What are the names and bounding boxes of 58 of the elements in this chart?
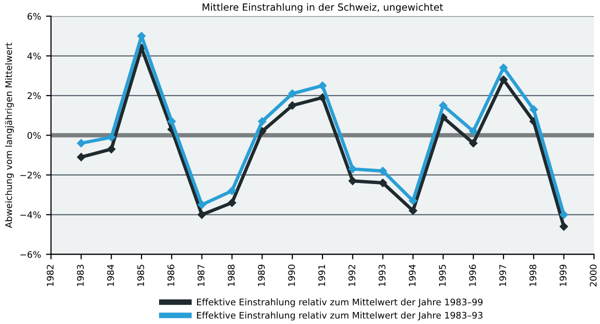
x-tick-label: 1995 xyxy=(438,264,446,286)
point xyxy=(77,139,86,148)
point xyxy=(499,76,508,84)
point xyxy=(530,105,538,114)
point xyxy=(439,101,448,110)
y-tick-label: −4% xyxy=(20,211,41,218)
x-tick-label: 1983 xyxy=(76,264,84,286)
y-tick-label: 0% xyxy=(28,132,41,139)
point xyxy=(408,206,418,215)
point xyxy=(228,198,236,207)
x-tick-label: 1982 xyxy=(46,264,54,286)
x-tick-label: 2000 xyxy=(590,264,597,286)
chart-title: Mittlere Einstrahlung in der Schweiz, ungewichtet xyxy=(202,3,444,13)
legend-label: Effektive Einstrahlung relativ zum Mittelwert der Jahre 1983–99 xyxy=(197,298,483,308)
point xyxy=(228,186,236,195)
point xyxy=(198,200,206,209)
point xyxy=(258,127,266,136)
x-tick-label: 1997 xyxy=(499,264,506,286)
x-tick-label: 1984 xyxy=(107,264,114,286)
point xyxy=(378,178,387,188)
point xyxy=(348,176,357,186)
y-tick-label: 4% xyxy=(27,52,41,60)
x-tick-label: 1988 xyxy=(228,264,235,286)
x-tick-label: 1993 xyxy=(378,264,386,286)
x-tick-label: 1990 xyxy=(288,264,295,286)
x-tick-label: 1987 xyxy=(198,264,204,286)
y-tick-label: 2% xyxy=(28,92,41,100)
point xyxy=(560,222,568,231)
point xyxy=(198,210,206,219)
point xyxy=(469,127,478,136)
x-tick-label: 1991 xyxy=(318,264,326,286)
point xyxy=(560,210,568,219)
x-tick-label: 1992 xyxy=(348,264,356,286)
x-tick-label: 1986 xyxy=(167,264,174,286)
point xyxy=(77,152,86,162)
point xyxy=(499,64,508,72)
point xyxy=(408,196,418,205)
point xyxy=(288,89,296,98)
x-tick-label: 1994 xyxy=(408,264,416,286)
y-tick-label: −2% xyxy=(20,172,41,179)
point xyxy=(348,164,357,174)
point xyxy=(288,101,296,110)
y-axis-title: Abweichung vom langjährigen Mittelwert xyxy=(5,42,14,228)
y-tick-label: −6% xyxy=(20,251,41,258)
x-tick-label: 1985 xyxy=(137,264,144,286)
x-tick-label: 1999 xyxy=(560,264,566,286)
x-tick-label: 1996 xyxy=(469,264,476,286)
point xyxy=(168,117,176,126)
x-tick-label: 1998 xyxy=(529,264,536,286)
point xyxy=(258,117,266,126)
point xyxy=(107,133,116,142)
legend-label: Effektive Einstrahlung relativ zum Mittelwert der Jahre 1983–93 xyxy=(197,312,482,320)
point xyxy=(318,82,327,90)
y-tick-label: 6% xyxy=(28,12,41,20)
point xyxy=(469,139,478,148)
x-tick-label: 1989 xyxy=(258,264,265,286)
point xyxy=(378,166,387,176)
point xyxy=(107,145,116,154)
